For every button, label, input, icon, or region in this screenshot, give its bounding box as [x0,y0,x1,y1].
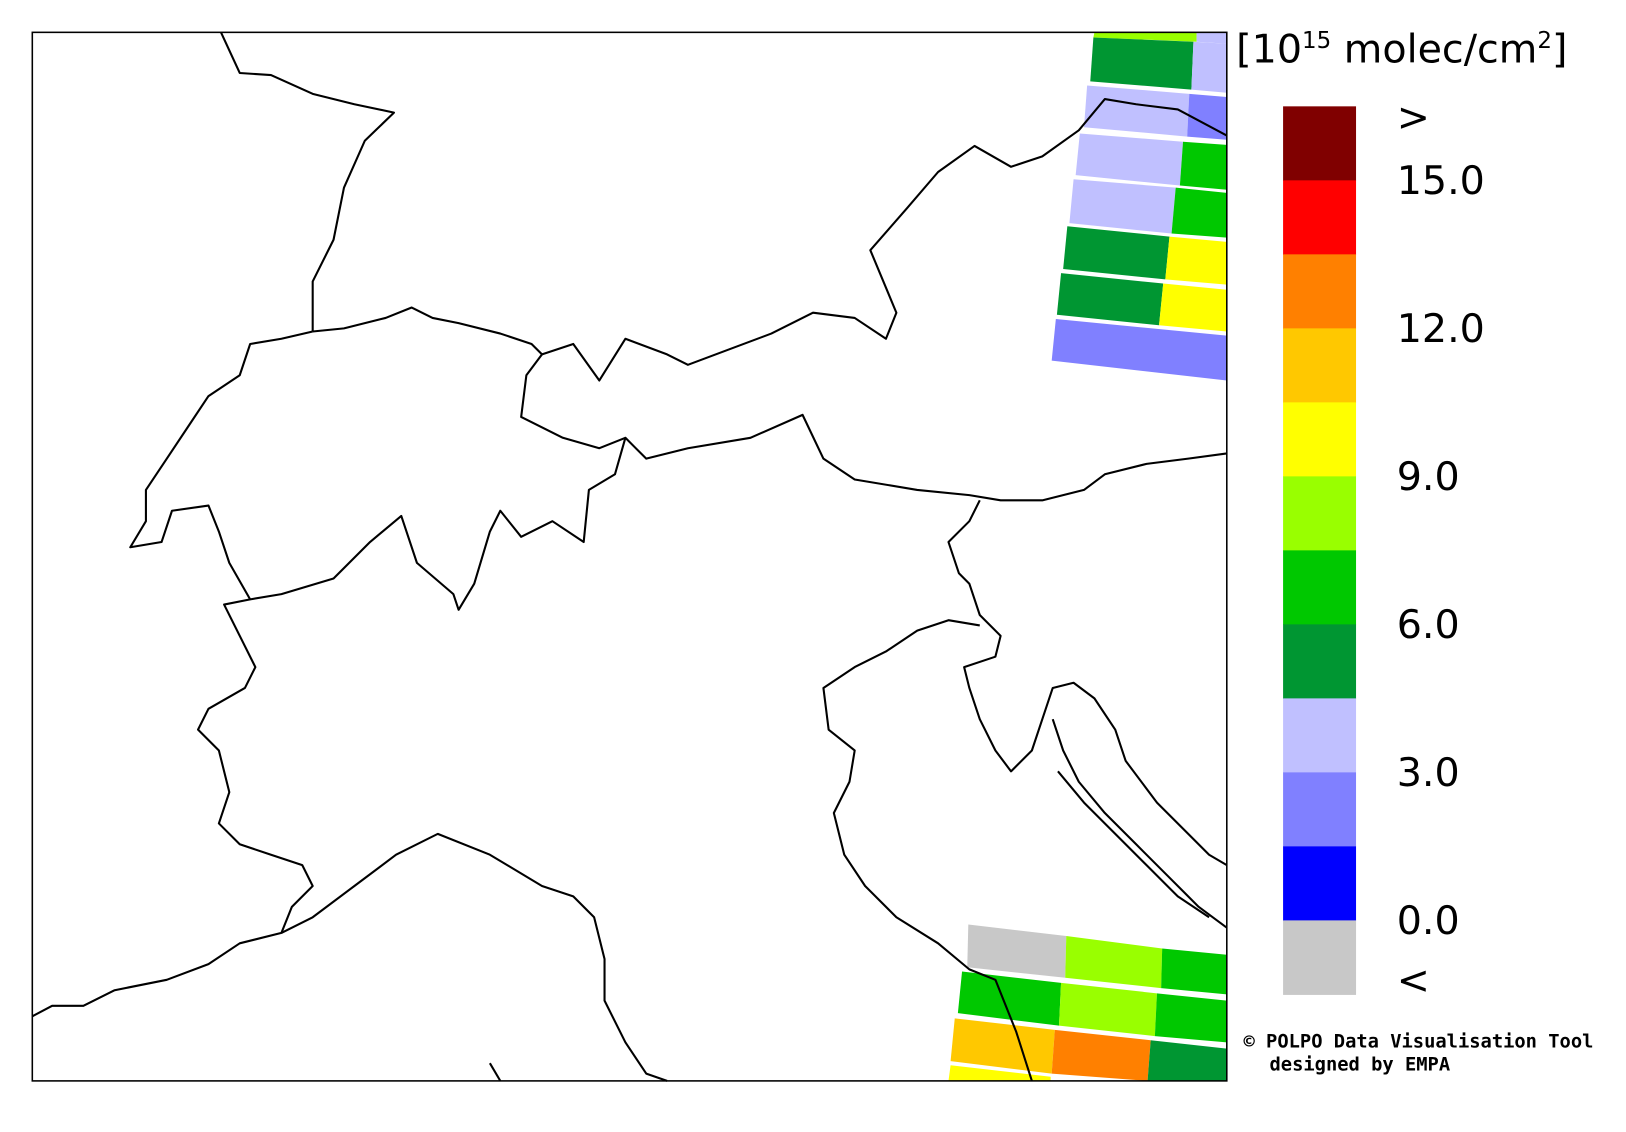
colorbar: >15.0 12.0 9.0 6.0 3.0 0.0 < [1283,94,1485,1003]
colorbar-segment [1283,180,1357,255]
colorbar-label: 6.0 [1397,602,1460,648]
unit-exponent: 15 [1302,28,1331,54]
unit-text-exponent: 2 [1537,28,1552,54]
colorbar-label: 3.0 [1397,750,1460,796]
map-frame [31,31,1228,1082]
colorbar-label: 12.0 [1397,306,1485,352]
colorbar-label: 15.0 [1397,158,1485,204]
colorbar-segment [1283,624,1357,699]
unit-label: [1015 molec/cm2] [1236,27,1567,73]
satellite-pixels [948,32,1227,1081]
colorbar-segment [1283,550,1357,625]
credit-line: designed by EMPA [1270,1054,1451,1075]
colorbar-segment [1283,772,1357,847]
colorbar-segment [1283,402,1357,477]
colorbar-label: 9.0 [1397,454,1460,500]
colorbar-segment [1283,846,1357,921]
map-area [32,32,1227,1081]
colorbar-segment [1283,106,1357,181]
colorbar-segment [1283,698,1357,773]
unit-base: 10 [1252,27,1302,73]
colorbar-label: > [1397,94,1430,140]
colorbar-label: < [1397,957,1430,1003]
colorbar-segment [1283,476,1357,551]
credit-line: © POLPO Data Visualisation Tool [1243,1032,1593,1053]
unit-close: ] [1552,27,1567,73]
colorbar-segment [1283,254,1357,329]
borders [31,31,1228,1082]
map [31,31,1228,1082]
unit-text: molec/cm [1331,27,1537,73]
colorbar-label: 0.0 [1397,898,1460,944]
colorbar-segment [1283,920,1357,995]
unit-open: [ [1236,27,1251,73]
colorbar-segment [1283,328,1357,403]
